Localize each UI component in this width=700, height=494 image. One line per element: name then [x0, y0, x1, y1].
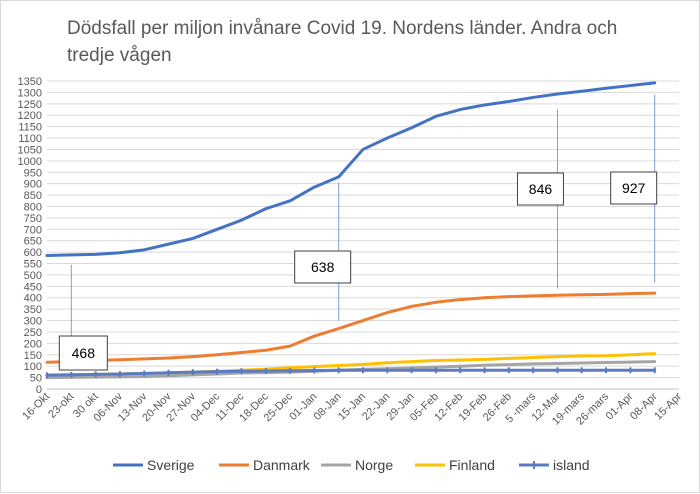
y-tick-label: 700 [24, 224, 42, 236]
legend-label: Danmark [253, 457, 311, 473]
y-tick-label: 150 [24, 350, 42, 362]
series-line-danmark [45, 291, 657, 364]
annotation-label: 927 [622, 180, 646, 196]
y-tick-label: 900 [24, 179, 42, 191]
y-tick-label: 750 [24, 213, 42, 225]
y-tick-label: 1050 [18, 144, 42, 156]
y-tick-label: 250 [24, 327, 42, 339]
y-tick-label: 100 [24, 361, 42, 373]
legend-label: Finland [449, 457, 495, 473]
y-tick-label: 0 [36, 384, 42, 396]
chart-title: Dödsfall per miljon invånare Covid 19. N… [67, 18, 618, 66]
annotation-label: 638 [311, 259, 335, 275]
y-tick-label: 450 [24, 281, 42, 293]
y-tick-label: 650 [24, 236, 42, 248]
annotation-box [58, 335, 108, 371]
y-tick-label: 1250 [18, 99, 42, 111]
y-tick-label: 550 [24, 259, 42, 271]
y-tick-label: 950 [24, 167, 42, 179]
y-tick-label: 1150 [18, 122, 42, 134]
y-tick-label: 1100 [18, 133, 42, 145]
x-tick-label: 15-Apr [652, 390, 684, 422]
y-tick-label: 500 [24, 270, 42, 282]
y-tick-label: 1000 [18, 156, 42, 168]
legend-label: island [553, 457, 590, 473]
annotation-box [516, 172, 564, 206]
y-tick-label: 300 [24, 316, 42, 328]
y-tick-label: 800 [24, 201, 42, 213]
series-line-sverige [45, 81, 657, 258]
annotation-box [610, 171, 658, 205]
y-tick-label: 350 [24, 304, 42, 316]
y-tick-label: 50 [30, 373, 42, 385]
series-line-island [45, 368, 657, 377]
annotation-label: 468 [72, 345, 96, 361]
y-tick-label: 400 [24, 293, 42, 305]
y-tick-label: 200 [24, 338, 42, 350]
y-tick-label: 600 [24, 247, 42, 259]
x-tick-label: 23-okt [46, 391, 76, 421]
y-tick-label: 1300 [18, 87, 42, 99]
annotation-box [294, 250, 352, 284]
legend-label: Sverige [147, 457, 195, 473]
y-tick-label: 850 [24, 190, 42, 202]
annotation-label: 846 [529, 181, 553, 197]
y-tick-label: 1200 [18, 110, 42, 122]
y-tick-label: 1350 [18, 76, 42, 88]
legend-label: Norge [355, 457, 393, 473]
